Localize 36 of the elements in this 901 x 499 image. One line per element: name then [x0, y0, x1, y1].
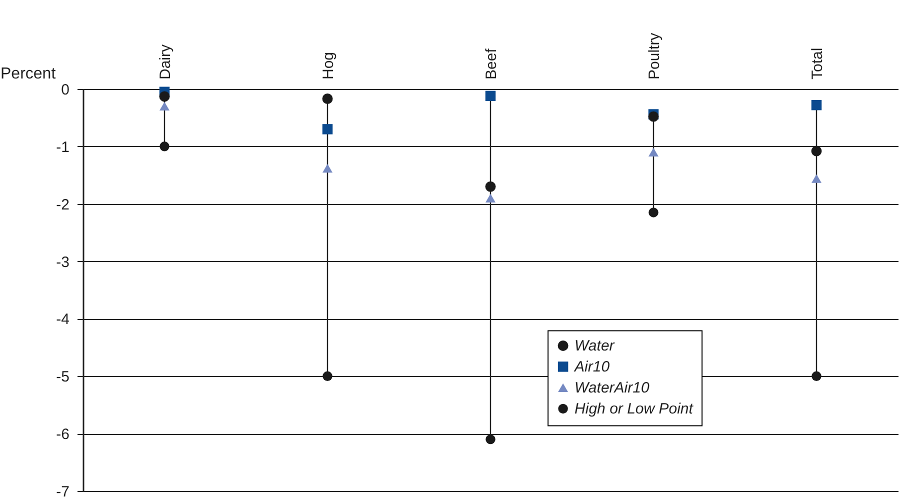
x-tick-label: Dairy: [157, 44, 174, 80]
point: [648, 148, 658, 156]
point: [485, 181, 496, 192]
legend-label: WaterAir10: [574, 380, 650, 397]
point: [322, 164, 332, 173]
point: [159, 91, 170, 102]
point: [812, 371, 822, 382]
point: [160, 142, 170, 152]
legend-label: High or Low Point: [574, 400, 694, 418]
y-tick-label: -3: [56, 254, 70, 271]
legend-label: Air10: [574, 358, 610, 376]
y-tick-label: -4: [56, 311, 70, 328]
x-tick-label: Total: [809, 48, 826, 80]
point: [485, 90, 496, 102]
y-tick-label: -6: [56, 426, 70, 444]
x-tick-label: Hog: [320, 52, 337, 80]
x-tick-label: Poultry: [646, 32, 663, 80]
point: [811, 146, 822, 156]
y-tick-label: 0: [61, 82, 70, 98]
point: [322, 371, 332, 382]
y-tick-label: -2: [56, 196, 70, 214]
point: [322, 94, 333, 104]
y-axis-title: Percent: [0, 66, 56, 82]
legend-label: Water: [574, 338, 616, 355]
point: [811, 100, 822, 110]
y-tick-label: -7: [56, 484, 70, 499]
point: [322, 124, 333, 134]
point: [486, 194, 496, 202]
point: [486, 434, 496, 444]
point: [160, 102, 170, 111]
point: [812, 174, 822, 183]
y-tick-label: -1: [56, 138, 70, 156]
y-tick-label: -5: [56, 368, 70, 386]
point: [648, 111, 659, 122]
point: [648, 208, 658, 218]
x-tick-label: Beef: [483, 48, 500, 80]
